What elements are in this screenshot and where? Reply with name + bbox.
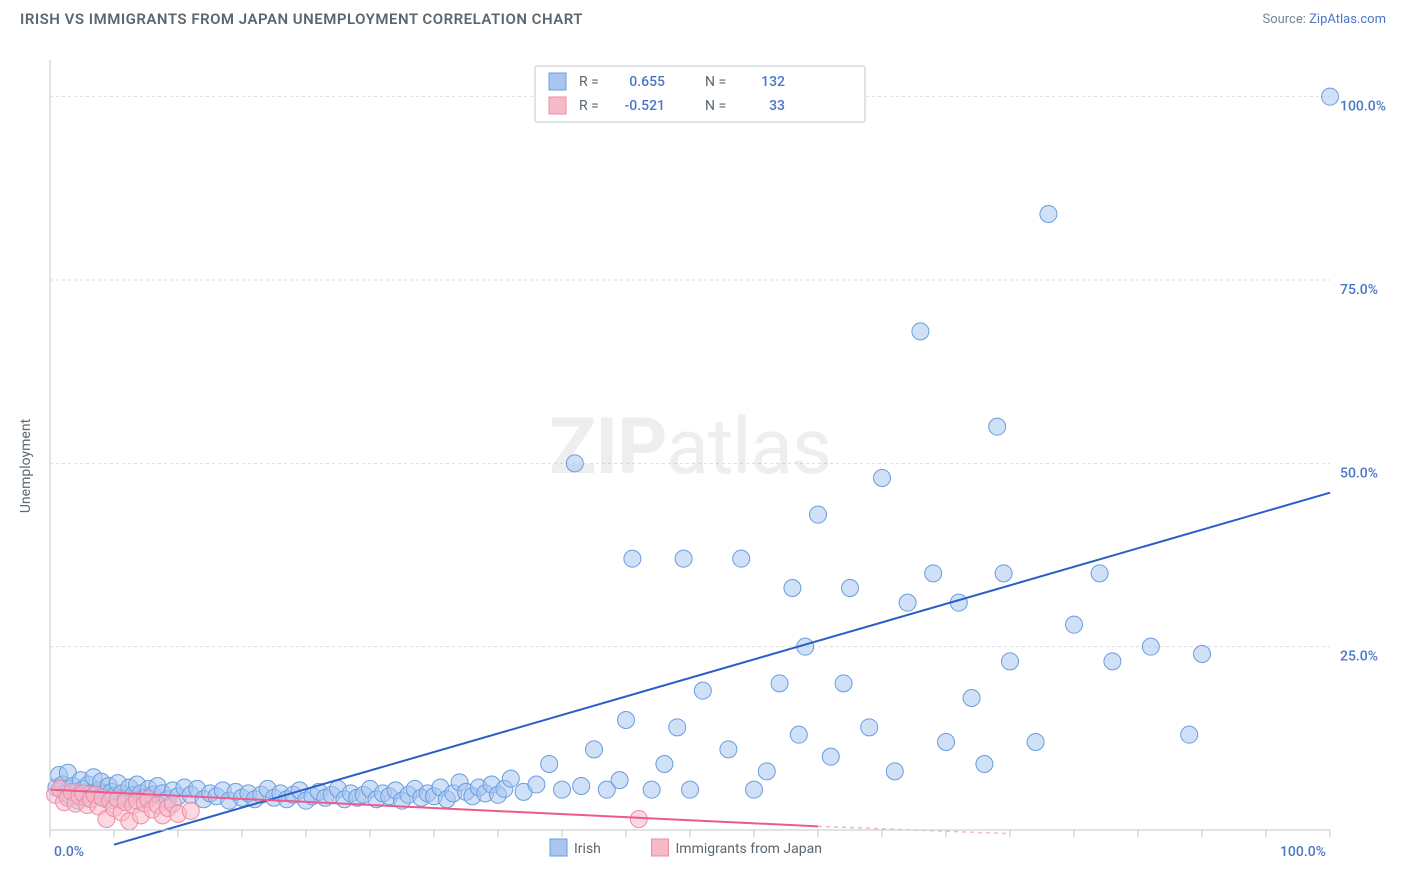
data-point <box>1002 653 1019 670</box>
data-point <box>810 506 827 523</box>
data-point <box>989 418 1006 435</box>
data-point <box>182 802 199 819</box>
scatter-chart: 25.0% 50.0% 75.0% 100.0% ZIPatlas 0.0% 100.0% R… <box>20 40 1406 890</box>
data-point <box>842 580 859 597</box>
legend-label: Irish <box>574 841 601 857</box>
stats-r-label: R = <box>579 74 599 90</box>
data-point <box>1104 653 1121 670</box>
data-point <box>899 594 916 611</box>
trend-line <box>114 493 1330 845</box>
data-point <box>733 550 750 567</box>
data-point <box>995 565 1012 582</box>
data-point <box>675 550 692 567</box>
data-point <box>784 580 801 597</box>
data-point <box>1322 88 1339 105</box>
data-point <box>720 741 737 758</box>
stats-n-label: N = <box>705 98 726 114</box>
y-tick-label: 75.0% <box>1340 282 1378 298</box>
stats-r-value: 0.655 <box>629 74 665 90</box>
chart-container: Unemployment 25.0% 50.0% 75.0% 100.0% ZIPatl… <box>20 40 1406 892</box>
data-point <box>861 719 878 736</box>
stats-n-label: N = <box>705 74 726 90</box>
data-point <box>624 550 641 567</box>
data-point <box>963 690 980 707</box>
data-point <box>554 781 571 798</box>
legend-label: Immigrants from Japan <box>676 841 822 857</box>
source-link[interactable]: ZipAtlas.com <box>1309 12 1386 27</box>
data-point <box>925 565 942 582</box>
stats-r-label: R = <box>579 98 599 114</box>
data-point <box>566 455 583 472</box>
data-point <box>1181 726 1198 743</box>
y-tick-label: 50.0% <box>1340 465 1378 481</box>
data-point <box>682 781 699 798</box>
data-point <box>573 778 590 795</box>
y-tick-label: 25.0% <box>1340 649 1378 665</box>
y-tick-label: 100.0% <box>1340 99 1386 115</box>
data-point <box>656 756 673 773</box>
stats-swatch <box>549 97 566 114</box>
y-axis-label: Unemployment <box>18 419 34 513</box>
data-point <box>643 781 660 798</box>
legend-swatch <box>550 839 567 856</box>
data-point <box>611 772 628 789</box>
data-point <box>1194 646 1211 663</box>
data-point <box>528 776 545 793</box>
data-point <box>976 756 993 773</box>
watermark: ZIPatlas <box>549 402 831 493</box>
data-point <box>586 741 603 758</box>
data-point <box>938 734 955 751</box>
stats-r-value: -0.521 <box>625 98 665 114</box>
stats-n-value: 132 <box>761 74 785 90</box>
data-point <box>822 748 839 765</box>
data-point <box>1027 734 1044 751</box>
data-point <box>790 726 807 743</box>
data-point <box>541 756 558 773</box>
x-tick-label: 0.0% <box>54 844 84 860</box>
chart-header: IRISH VS IMMIGRANTS FROM JAPAN UNEMPLOYM… <box>0 0 1406 32</box>
data-point <box>886 763 903 780</box>
stats-n-value: 33 <box>769 98 785 114</box>
data-point <box>1040 206 1057 223</box>
data-point <box>618 712 635 729</box>
data-point <box>874 470 891 487</box>
stats-swatch <box>549 73 566 90</box>
data-point <box>669 719 686 736</box>
chart-title: IRISH VS IMMIGRANTS FROM JAPAN UNEMPLOYM… <box>20 10 583 28</box>
data-point <box>771 675 788 692</box>
data-point <box>1091 565 1108 582</box>
data-point <box>1066 616 1083 633</box>
data-point <box>746 781 763 798</box>
data-point <box>502 770 519 787</box>
data-point <box>912 323 929 340</box>
source-attribution: Source: ZipAtlas.com <box>1262 12 1386 27</box>
data-point <box>694 682 711 699</box>
data-point <box>835 675 852 692</box>
x-tick-label: 100.0% <box>1280 844 1326 860</box>
data-point <box>1142 638 1159 655</box>
legend-swatch <box>652 839 669 856</box>
data-point <box>758 763 775 780</box>
